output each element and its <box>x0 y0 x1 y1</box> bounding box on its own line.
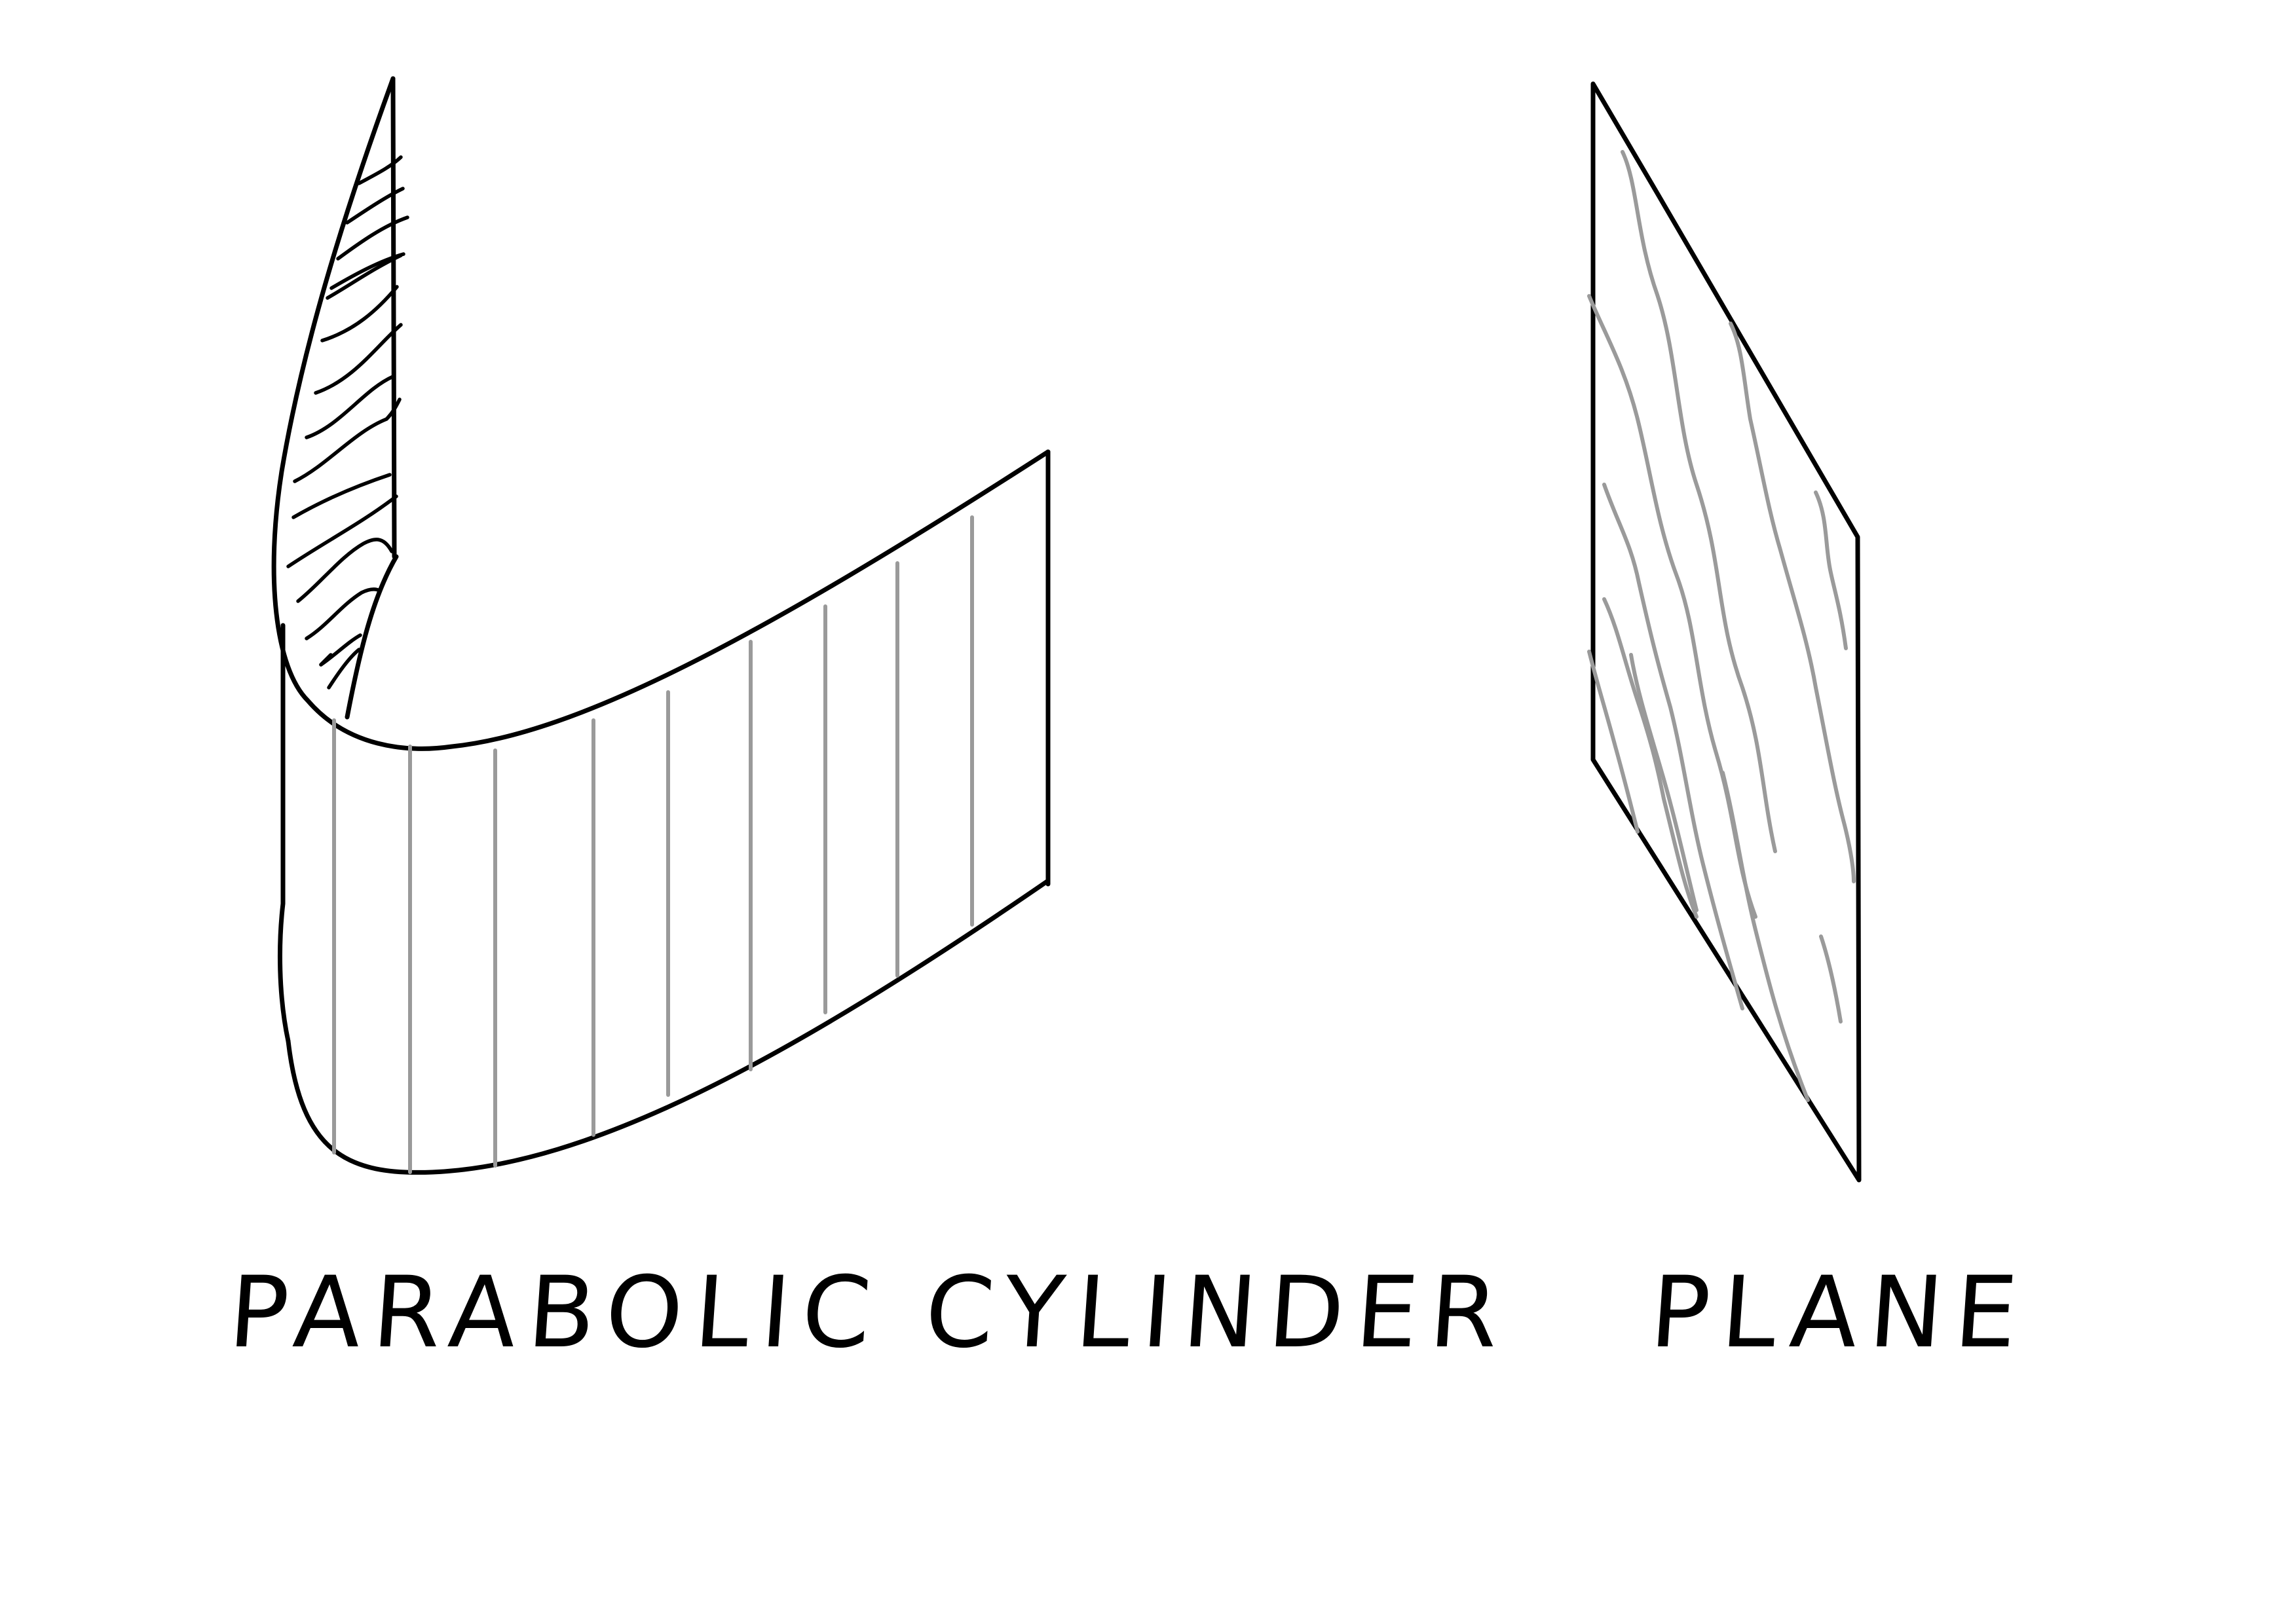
cylinder-label: PARABOLIC CYLINDER <box>225 1256 1514 1370</box>
plane-label: PLANE <box>1646 1256 2033 1370</box>
plane-outline <box>1590 81 1862 1183</box>
cylinder-inner-curve <box>345 554 399 720</box>
parabolic-cylinder-figure <box>271 76 1051 1175</box>
cylinder-bottom-curve <box>286 878 1051 1175</box>
plane-figure <box>1587 81 1862 1183</box>
plane-hatching <box>1587 150 1856 1102</box>
cylinder-hatching <box>286 155 409 690</box>
cylinder-back-edge <box>390 76 397 559</box>
cylinder-left-edge <box>277 623 291 1044</box>
cylinder-rulings <box>332 515 974 1174</box>
cylinder-top-curve <box>271 76 1051 751</box>
